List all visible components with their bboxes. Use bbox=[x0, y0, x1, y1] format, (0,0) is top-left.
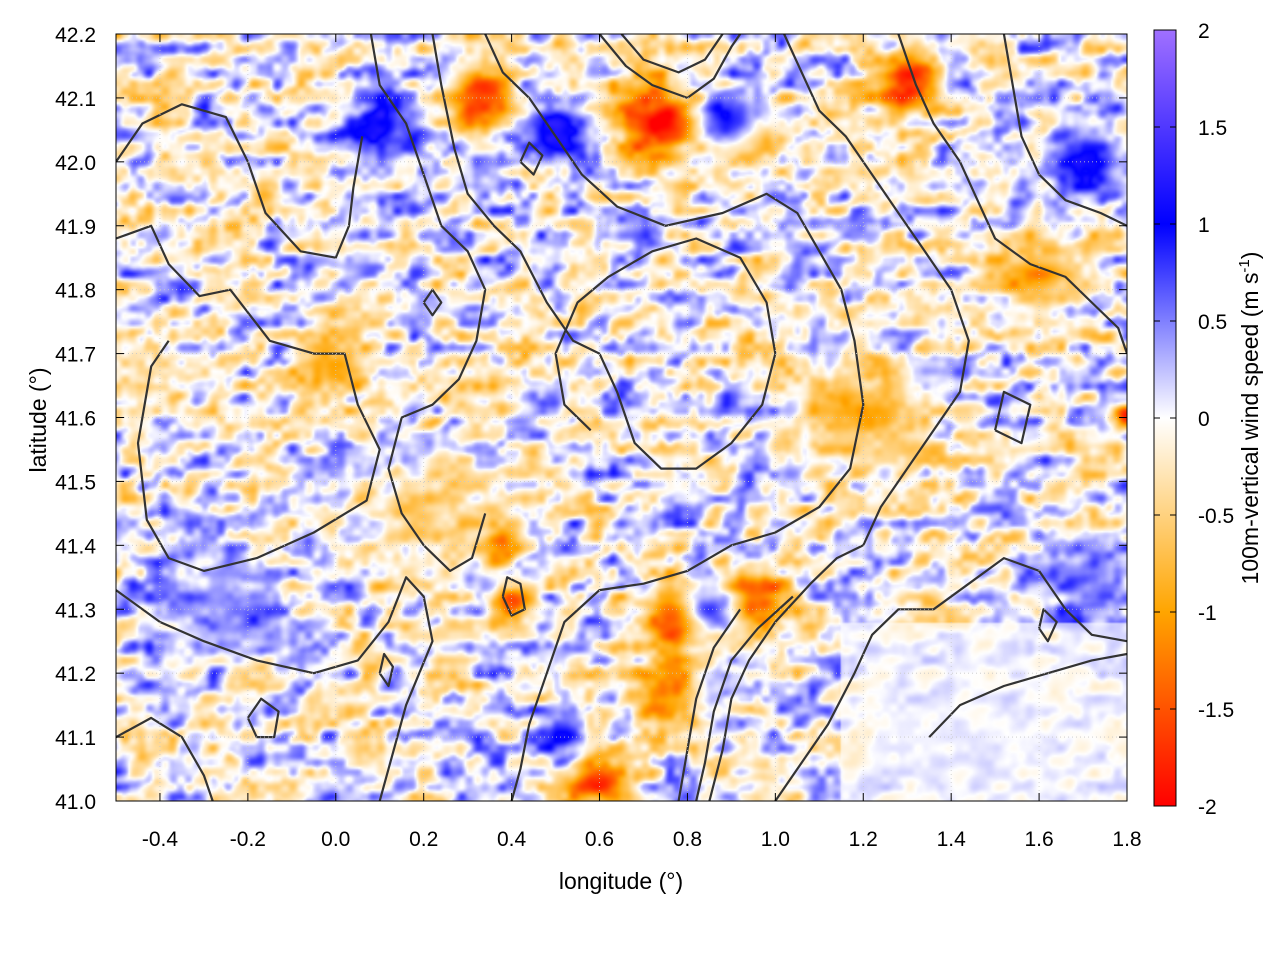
contour-line bbox=[246, 697, 280, 739]
contour-line bbox=[677, 608, 742, 801]
y-tick-label: 42.0 bbox=[55, 152, 96, 175]
contour-line bbox=[369, 34, 487, 572]
colorbar-tick-label: -2 bbox=[1198, 796, 1217, 819]
y-tick-label: 41.5 bbox=[55, 471, 96, 494]
colorbar-tick-label: -0.5 bbox=[1198, 505, 1234, 528]
colorbar-tick-label: 0.5 bbox=[1198, 311, 1227, 334]
x-tick-label: 0.8 bbox=[673, 828, 702, 851]
contour-line bbox=[897, 34, 1127, 354]
x-tick-label: 1.6 bbox=[1024, 828, 1053, 851]
colorbar-title-superscript: -1 bbox=[1236, 259, 1253, 272]
contour-line bbox=[431, 34, 777, 470]
x-tick-label: 1.4 bbox=[937, 828, 967, 851]
y-tick-label: 41.0 bbox=[55, 791, 96, 814]
contour-line bbox=[708, 544, 864, 801]
x-tick-label: 1.0 bbox=[761, 828, 790, 851]
plot-area: -0.4 -0.2 0.0 0.2 0.4 0.6 0.8 1.0 1.2 1.4 1.6 1.8 4… bbox=[55, 24, 1141, 851]
colorbar-title: 100m-vertical wind speed (m s-1) bbox=[1236, 252, 1263, 585]
x-tick-label: 0.4 bbox=[497, 828, 527, 851]
x-tick-label: 0.2 bbox=[409, 828, 438, 851]
x-tick-label: 1.8 bbox=[1112, 828, 1141, 851]
x-tick-label: -0.4 bbox=[142, 828, 179, 851]
y-tick-label: 42.2 bbox=[55, 24, 96, 47]
contour-line bbox=[484, 34, 865, 801]
x-axis-title: longitude (°) bbox=[559, 868, 683, 894]
contour-line bbox=[1038, 608, 1058, 643]
colorbar-tick-label: -1 bbox=[1198, 602, 1217, 625]
colorbar-tick-label: 2 bbox=[1198, 20, 1210, 43]
y-axis-title: latitude (°) bbox=[25, 367, 51, 472]
y-tick-label: 41.8 bbox=[55, 280, 96, 303]
y-tick-label: 41.4 bbox=[55, 535, 96, 558]
x-tick-label: -0.2 bbox=[230, 828, 266, 851]
contour-line bbox=[116, 103, 364, 259]
y-tick-label: 41.1 bbox=[55, 727, 96, 750]
contour-line bbox=[422, 288, 443, 317]
x-tick-label: 0.6 bbox=[585, 828, 614, 851]
contour-line bbox=[620, 34, 724, 74]
colorbar-tick-label: -1.5 bbox=[1198, 699, 1234, 722]
colorbar-tick-label: 1.5 bbox=[1198, 117, 1227, 140]
contour-line bbox=[116, 224, 381, 572]
contour-line bbox=[501, 576, 526, 617]
colorbar-tick-label: 1 bbox=[1198, 214, 1210, 237]
x-tick-label: 0.0 bbox=[321, 828, 350, 851]
colorbar-tick-label: 0 bbox=[1198, 408, 1210, 431]
y-tick-label: 41.3 bbox=[55, 599, 96, 622]
y-tick-label: 42.1 bbox=[55, 88, 96, 111]
contour-line bbox=[116, 576, 434, 801]
contour-line bbox=[598, 34, 742, 99]
colorbar-ticks: 2 1.5 1 0.5 0 -0.5 -1 -1.5 -2 bbox=[1154, 20, 1234, 819]
y-tick-label: 41.9 bbox=[55, 216, 96, 239]
y-axis: 41.0 41.1 41.2 41.3 41.4 41.5 41.6 41.7 41.8 41.9… bbox=[55, 24, 1127, 814]
x-tick-label: 1.2 bbox=[849, 828, 878, 851]
terrain-contours bbox=[116, 34, 1127, 801]
y-tick-label: 41.6 bbox=[55, 408, 96, 431]
contour-line bbox=[695, 595, 794, 801]
contour-line bbox=[116, 716, 214, 801]
contour-line bbox=[928, 652, 1127, 738]
wind-speed-heatmap bbox=[116, 34, 1127, 801]
contour-line bbox=[774, 557, 1127, 801]
x-axis: -0.4 -0.2 0.0 0.2 0.4 0.6 0.8 1.0 1.2 1.4 1.6 1.8 bbox=[142, 34, 1142, 851]
contour-line bbox=[519, 141, 544, 176]
y-tick-label: 41.7 bbox=[55, 344, 96, 367]
contour-line bbox=[783, 34, 970, 546]
contour-line bbox=[994, 390, 1032, 445]
contour-line bbox=[378, 652, 394, 688]
colorbar: 2 1.5 1 0.5 0 -0.5 -1 -1.5 -2 100m-vertical wind… bbox=[1153, 20, 1263, 819]
y-tick-label: 41.2 bbox=[55, 663, 96, 686]
